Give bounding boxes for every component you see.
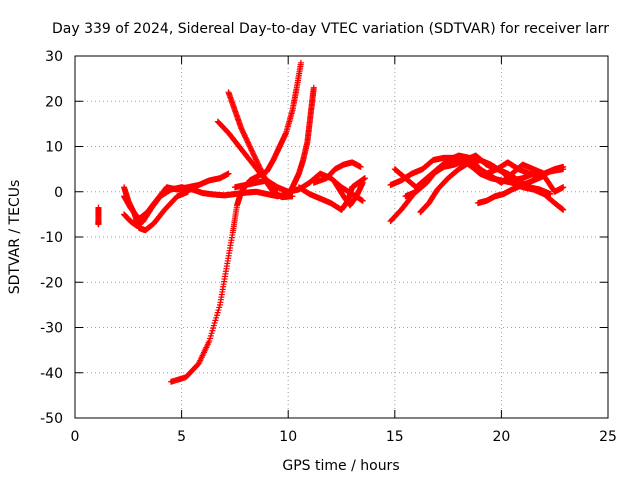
series-mid-d	[332, 179, 366, 209]
data-point	[297, 59, 304, 66]
y-tick-label: -40	[40, 366, 63, 382]
y-tick-label: 10	[45, 140, 63, 156]
axis-ticks	[74, 55, 609, 419]
tick-labels: 0 5 10 15 20 25 -50 -40 -30 -20 -10 0 10 20 30	[40, 49, 617, 445]
y-tick-label: 0	[54, 185, 63, 201]
series-afternoon-f	[474, 172, 548, 207]
series-early-b	[121, 184, 292, 229]
grid	[75, 56, 608, 418]
x-axis-label: GPS time / hours	[282, 458, 399, 474]
data-point	[310, 84, 317, 91]
data-point	[560, 184, 567, 191]
series-rise-long	[167, 59, 304, 385]
series-afternoon-e	[417, 157, 567, 216]
data-point	[361, 175, 368, 182]
x-tick-label: 25	[599, 429, 617, 445]
data-point	[95, 221, 102, 228]
data-point	[560, 206, 567, 213]
y-tick-label: 20	[45, 94, 63, 110]
x-tick-label: 15	[386, 429, 404, 445]
data-point	[359, 197, 366, 204]
series-early-c	[121, 170, 232, 222]
data-point	[560, 163, 567, 170]
data-points	[95, 59, 567, 385]
data-point	[541, 172, 548, 179]
data-point	[225, 170, 232, 177]
chart-title: Day 339 of 2024, Sidereal Day-to-day VTE…	[52, 21, 609, 37]
series-isolated-1	[95, 204, 102, 228]
data-point	[359, 179, 366, 186]
x-tick-label: 5	[177, 429, 186, 445]
data-point	[289, 193, 296, 200]
series-afternoon-d	[402, 152, 567, 200]
data-point	[357, 163, 364, 170]
y-tick-label: -50	[40, 411, 63, 427]
y-axis-label: SDTVAR / TECUs	[7, 180, 23, 295]
x-tick-label: 20	[492, 429, 510, 445]
x-tick-label: 0	[71, 429, 80, 445]
y-tick-label: -30	[40, 321, 63, 337]
y-tick-label: -10	[40, 230, 63, 246]
series-mid-c	[310, 159, 364, 186]
x-tick-label: 10	[279, 429, 297, 445]
data-point	[547, 191, 554, 198]
y-tick-label: 30	[45, 49, 63, 65]
plot-frame	[74, 55, 609, 419]
series-early-a	[121, 184, 191, 234]
y-tick-label: -20	[40, 275, 63, 291]
